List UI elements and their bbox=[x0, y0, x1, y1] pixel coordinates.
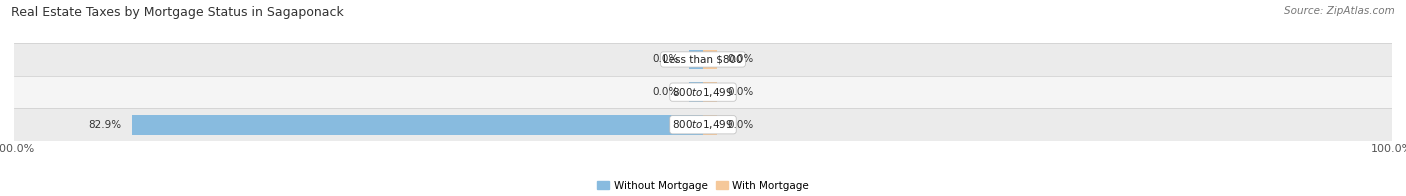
Bar bbox=[14, 108, 1392, 141]
Text: $800 to $1,499: $800 to $1,499 bbox=[672, 118, 734, 131]
Text: 0.0%: 0.0% bbox=[727, 54, 754, 64]
Bar bbox=[703, 50, 717, 69]
Bar bbox=[14, 76, 1392, 108]
Bar bbox=[14, 43, 1392, 76]
Legend: Without Mortgage, With Mortgage: Without Mortgage, With Mortgage bbox=[593, 176, 813, 195]
Bar bbox=[689, 50, 703, 69]
Bar bbox=[689, 82, 703, 102]
Text: Source: ZipAtlas.com: Source: ZipAtlas.com bbox=[1284, 6, 1395, 16]
Text: 0.0%: 0.0% bbox=[727, 87, 754, 97]
Text: Real Estate Taxes by Mortgage Status in Sagaponack: Real Estate Taxes by Mortgage Status in … bbox=[11, 6, 344, 19]
Text: Less than $800: Less than $800 bbox=[664, 54, 742, 64]
Text: 0.0%: 0.0% bbox=[727, 120, 754, 130]
Text: 82.9%: 82.9% bbox=[89, 120, 121, 130]
Bar bbox=[703, 115, 717, 135]
Text: 0.0%: 0.0% bbox=[652, 54, 679, 64]
Text: $800 to $1,499: $800 to $1,499 bbox=[672, 86, 734, 99]
Text: 0.0%: 0.0% bbox=[652, 87, 679, 97]
Bar bbox=[703, 82, 717, 102]
Bar bbox=[132, 115, 703, 135]
